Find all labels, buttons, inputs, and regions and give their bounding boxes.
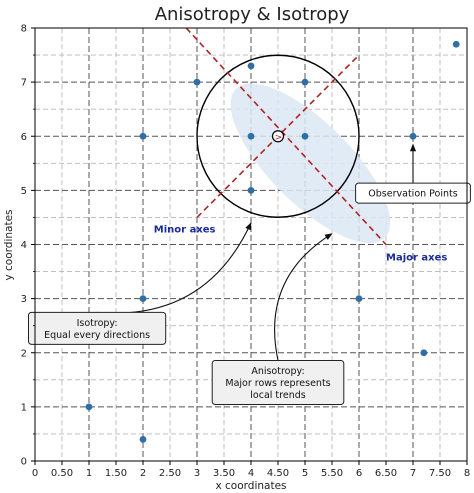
- chart-title: Anisotropy & Isotropy: [155, 4, 350, 25]
- annotation-box: [355, 182, 471, 204]
- isotropy-circle: [196, 54, 360, 218]
- annotation-arrow: [274, 233, 333, 361]
- x-tick-label: 8: [464, 468, 470, 479]
- data-point: [355, 295, 363, 303]
- y-tick-label: 5: [21, 186, 27, 197]
- annotation-text: Isotropy:: [77, 318, 118, 329]
- x-tick-label: 0.50: [51, 468, 73, 479]
- y-tick-label: 0: [21, 457, 27, 468]
- data-point: [301, 132, 309, 140]
- x-tick-label: 2: [140, 468, 146, 479]
- x-tick-label: 5.50: [321, 468, 343, 479]
- center-point-marker: [271, 130, 285, 143]
- y-tick-label: 1: [21, 402, 27, 413]
- annotation-box: [28, 311, 167, 345]
- x-tick-label: 7.50: [429, 468, 451, 479]
- x-tick-label: 3.50: [213, 468, 235, 479]
- annotation-box: [211, 360, 345, 406]
- minor-axes-label: Minor axes: [154, 225, 216, 236]
- y-axis-label: y coordinates: [3, 209, 15, 280]
- observation-points-annotation: Observation Points: [355, 143, 471, 204]
- x-tick-label: 0: [32, 468, 38, 479]
- data-point: [247, 186, 255, 194]
- data-point: [139, 295, 147, 303]
- annotation-text: Equal every directions: [44, 330, 150, 341]
- data-point: [452, 40, 460, 48]
- annotation-text: Major rows represents: [225, 378, 330, 389]
- x-tick-label: 4.50: [267, 468, 289, 479]
- data-point: [409, 132, 417, 140]
- annotation-text: local trends: [250, 390, 305, 401]
- y-tick-label: 4: [21, 240, 27, 251]
- x-tick-label: 3: [194, 468, 200, 479]
- x-tick-label: 1: [86, 468, 92, 479]
- annotation-text: Anisotropy:: [251, 366, 304, 377]
- x-tick-label: 5: [302, 468, 308, 479]
- center-point-label: >: [275, 133, 283, 143]
- x-tick-label: 4: [248, 468, 254, 479]
- x-tick-label: 2.50: [159, 468, 181, 479]
- x-tick-label: 7: [410, 468, 416, 479]
- y-tick-label: 7: [21, 78, 27, 89]
- annotation-text: Observation Points: [368, 189, 457, 200]
- y-tick-label: 8: [21, 24, 27, 35]
- x-tick-label: 6: [356, 468, 362, 479]
- x-tick-label: 1.50: [105, 468, 127, 479]
- data-point: [247, 132, 255, 140]
- x-axis-label: x coordinates: [215, 480, 286, 492]
- data-point: [247, 62, 255, 70]
- y-tick-label: 3: [21, 294, 27, 305]
- data-point: [139, 132, 147, 140]
- data-point: [85, 403, 93, 411]
- x-tick-label: 6.50: [375, 468, 397, 479]
- isotropy-annotation: Isotropy:Equal every directions: [28, 222, 252, 345]
- data-point: [193, 78, 201, 86]
- data-point: [139, 435, 147, 443]
- y-tick-label: 6: [21, 132, 27, 143]
- data-point: [301, 78, 309, 86]
- y-tick-label: 2: [21, 348, 27, 359]
- data-point: [420, 349, 428, 357]
- annotation-arrow: [97, 222, 252, 314]
- major-axes-label: Major axes: [386, 253, 447, 264]
- axis-diagonal-line: [185, 27, 387, 246]
